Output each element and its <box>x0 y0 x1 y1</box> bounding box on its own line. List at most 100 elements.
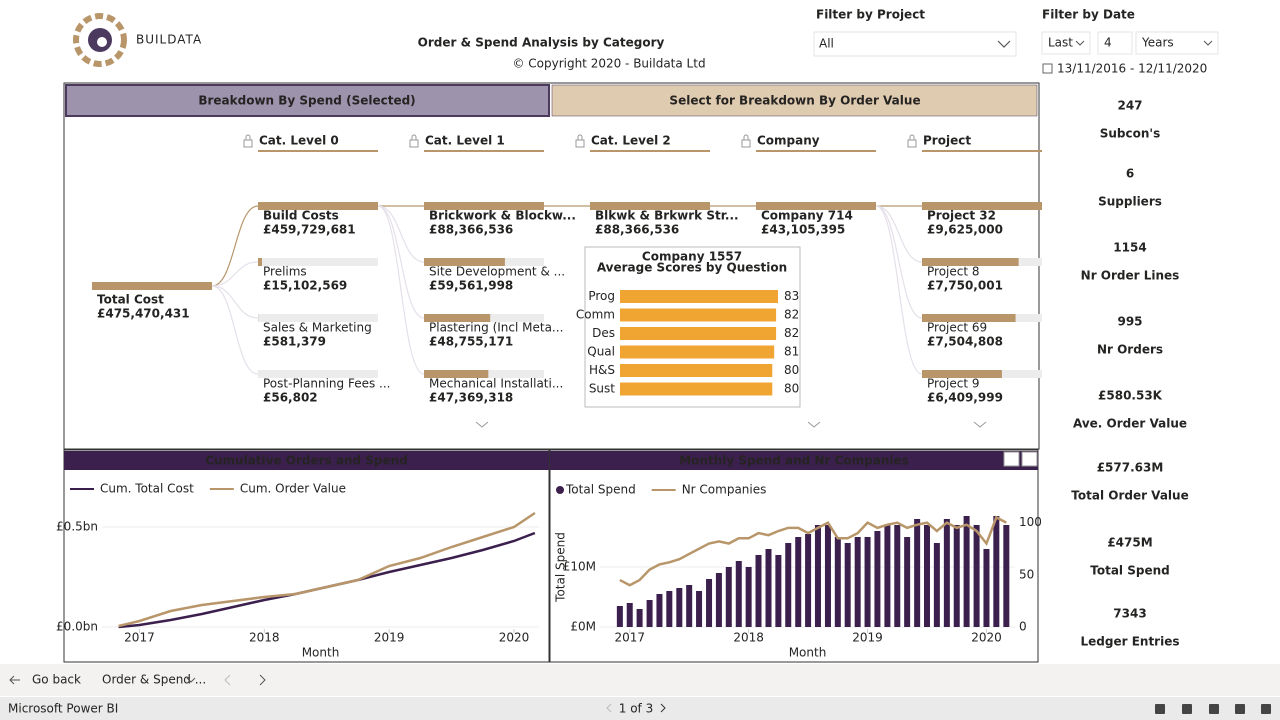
node-value: £9,625,000 <box>927 223 1003 237</box>
node-name[interactable]: Project 69 <box>927 321 987 335</box>
bar <box>715 573 722 627</box>
node-value: £475,470,431 <box>97 307 190 321</box>
bar <box>874 531 881 627</box>
calendar-icon <box>1042 63 1053 74</box>
category-label: Des <box>592 326 615 340</box>
date-filter-box[interactable] <box>1135 31 1219 55</box>
level-header: Company <box>757 134 820 148</box>
lock-icon <box>575 139 585 148</box>
bar <box>620 327 777 340</box>
page-indicator: 1 of 3 <box>619 702 653 716</box>
node-value: £47,369,318 <box>429 391 513 405</box>
share-icon[interactable] <box>1209 704 1219 714</box>
category-label: Comm <box>576 308 615 322</box>
connector <box>875 205 923 319</box>
bar <box>1003 525 1010 627</box>
lock-icon <box>245 134 251 140</box>
tab-label[interactable]: Breakdown By Spend (Selected) <box>198 94 415 108</box>
node-name[interactable]: Brickwork & Blockw... <box>429 209 576 223</box>
share-icon[interactable] <box>1261 704 1271 714</box>
node-value: £7,504,808 <box>927 335 1003 349</box>
value-label: 82 <box>784 326 799 340</box>
node-name[interactable]: Site Development & ... <box>429 265 565 279</box>
node-value: £88,366,536 <box>595 223 679 237</box>
node-bar-track <box>258 258 378 266</box>
next-page[interactable] <box>660 703 666 713</box>
tooltip-title: Company 1557 <box>642 250 742 264</box>
app-name: Microsoft Power BI <box>8 702 118 716</box>
node-name[interactable]: Build Costs <box>263 209 339 223</box>
node-name[interactable]: Post-Planning Fees ... <box>263 377 390 391</box>
kpi-label: Total Spend <box>1090 564 1169 578</box>
bar <box>620 308 777 322</box>
bar <box>854 537 861 627</box>
y2-tick-label: 50 <box>1019 567 1034 581</box>
date-filter-box[interactable] <box>1097 31 1133 55</box>
bar <box>755 555 762 627</box>
node-bar-track <box>258 370 378 378</box>
bar <box>785 543 792 627</box>
share-icon[interactable] <box>1235 704 1245 714</box>
project-dropdown[interactable] <box>813 31 1017 57</box>
lock-icon <box>577 134 583 140</box>
bar <box>686 585 693 627</box>
node-name[interactable]: Plastering (Incl Meta... <box>429 321 563 335</box>
tab-label[interactable]: Select for Breakdown By Order Value <box>669 94 920 108</box>
node-name[interactable]: Project 9 <box>927 377 980 391</box>
legend-label[interactable]: Cum. Total Cost <box>100 482 194 496</box>
legend-label[interactable]: Nr Companies <box>682 483 767 497</box>
focus-icon[interactable] <box>1021 451 1038 467</box>
share-icon[interactable] <box>1182 704 1192 714</box>
bar <box>983 549 990 627</box>
node-name[interactable]: Mechanical Installati... <box>429 377 563 391</box>
node-name[interactable]: Company 714 <box>761 209 853 223</box>
page-menu-chevron[interactable] <box>186 677 196 683</box>
lock-icon <box>243 139 253 148</box>
value-label: 81 <box>784 345 799 359</box>
lock-icon <box>411 134 417 140</box>
node-bar <box>424 202 544 210</box>
tab[interactable] <box>65 84 550 117</box>
bar <box>933 543 940 627</box>
share-icon[interactable] <box>1155 704 1165 714</box>
expand-chevron[interactable] <box>973 421 987 428</box>
node-bar-track <box>258 314 378 322</box>
node-name[interactable]: Prelims <box>263 265 307 279</box>
chart-title: Monthly Spend and Nr Companies <box>679 454 909 468</box>
filter-icon[interactable] <box>1003 451 1020 467</box>
back-button[interactable]: Go back <box>32 673 81 687</box>
next-page[interactable] <box>259 674 266 686</box>
tooltip-subtitle: Average Scores by Question <box>597 261 787 275</box>
kpi-value: £475M <box>1107 536 1152 550</box>
tab[interactable] <box>551 84 1038 117</box>
bar <box>620 382 773 396</box>
node-name[interactable]: Project 8 <box>927 265 980 279</box>
prev-page[interactable] <box>606 703 612 713</box>
node-name[interactable]: Sales & Marketing <box>263 321 372 335</box>
value-label: 82 <box>784 308 799 322</box>
node-name: Total Cost <box>97 293 164 307</box>
level-header: Project <box>923 134 971 148</box>
y2-tick-label: 0 <box>1019 620 1027 634</box>
legend-label[interactable]: Total Spend <box>565 483 636 497</box>
filter-label: Filter by Project <box>816 8 925 22</box>
level-header: Cat. Level 0 <box>259 134 339 148</box>
copyright: © Copyright 2020 - Buildata Ltd <box>512 57 705 71</box>
prev-page[interactable] <box>224 674 231 686</box>
page-tab[interactable]: Order & Spend ... <box>102 673 206 687</box>
y-axis-title: Total Spend <box>554 532 568 603</box>
back-arrow[interactable] <box>9 675 20 685</box>
legend-label[interactable]: Cum. Order Value <box>240 482 346 496</box>
bar <box>725 567 732 627</box>
expand-chevron[interactable] <box>475 421 489 428</box>
expand-chevron[interactable] <box>807 421 821 428</box>
kpi-label: Ave. Order Value <box>1073 417 1187 431</box>
lock-icon <box>409 139 419 148</box>
node-name[interactable]: Blkwk & Brkwrk Str... <box>595 209 739 223</box>
bar <box>953 525 960 627</box>
date-filter-box[interactable] <box>1041 31 1091 55</box>
node-name[interactable]: Project 32 <box>927 209 996 223</box>
kpi-label: Nr Orders <box>1097 343 1163 357</box>
node-bar <box>258 258 262 266</box>
